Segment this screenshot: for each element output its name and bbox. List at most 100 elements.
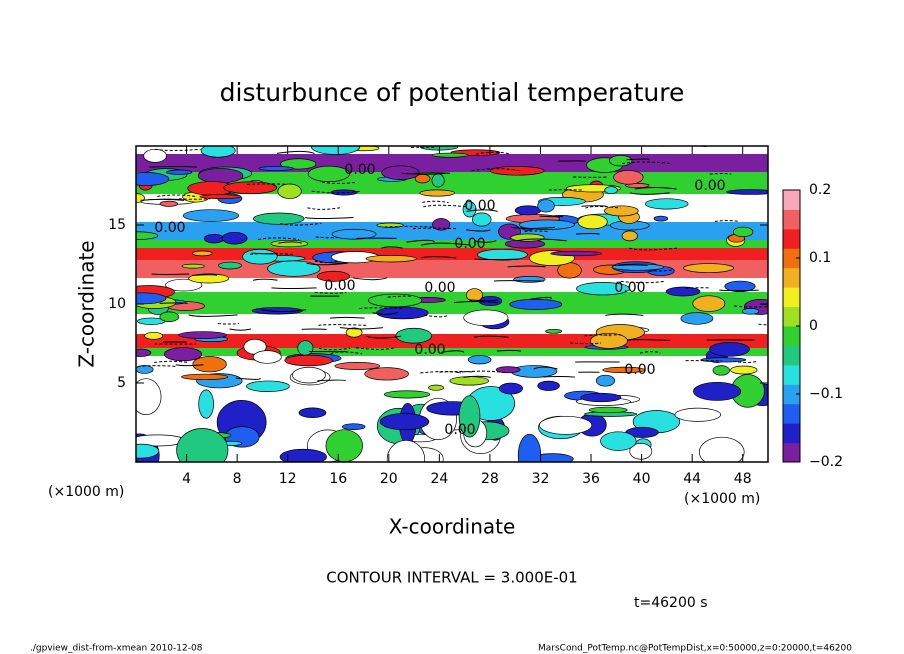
field-blob [242,248,278,265]
field-blob [431,173,445,188]
field-blob [165,278,203,292]
footer-right: MarsCond_PotTemp.nc@PotTempDist,x=0:5000… [538,644,852,654]
field-blob [613,170,644,185]
field-blob [588,406,628,414]
field-blob [197,168,244,184]
colorbar-band [783,287,800,308]
field-blob [181,373,229,381]
contour-line [406,239,435,243]
contour-line [466,209,498,212]
field-blob [580,392,622,403]
field-blob [365,255,417,263]
field-blob [203,233,225,244]
field-blob [200,146,236,158]
contour-line [381,246,403,249]
field-blob [604,186,618,195]
contour-field: 0.00 0.00 0.00 0.00 0.00 0.00 0.00 0.00 0.00 0.00… [136,146,768,462]
annotation: CONTOUR INTERVAL = 3.000E-01 [326,569,577,587]
contour-line [261,309,307,313]
contour-line [246,183,287,185]
field-blob [136,348,152,357]
y-tick-label: 15 [108,217,126,233]
field-blob [431,152,469,158]
contour-line [315,236,340,239]
contour-line [229,328,252,331]
field-blob [537,380,560,391]
colorbar-band [783,267,800,288]
contour-label: 0.00 [614,280,645,296]
contour-line [279,222,322,226]
colorbar-band [783,326,800,346]
contour-line [422,200,449,204]
colorbar-tick-label: 0 [809,318,818,334]
colorbar-band [783,442,800,463]
field-blob [277,183,302,199]
field-blob [364,367,409,381]
contour-line [157,194,196,197]
field-blob [316,270,350,282]
field-blob [730,365,758,375]
contour-label: 0.00 [154,220,185,236]
contour-line [539,215,564,218]
field-blob [386,439,426,462]
field-blob [741,308,760,315]
field-blob [246,380,290,392]
field-blob [191,250,213,257]
contour-line [714,220,740,222]
field-blob [136,172,170,186]
field-blob [176,428,229,462]
field-blob [700,357,747,363]
field-blob [143,148,167,163]
x-tick-label: 4 [182,471,191,487]
field-blob [428,384,445,391]
field-blob [514,205,542,216]
field-blob [136,378,162,415]
field-blob [608,155,633,167]
contour-line [473,335,509,338]
field-blob [182,209,239,222]
colorbar-band [783,190,800,210]
x-tick-label: 12 [279,471,297,487]
contour-line [307,207,341,210]
contour-line [453,300,499,304]
field-blob [166,169,193,175]
contour-line [620,280,665,284]
colorbar-band [783,403,800,424]
field-blob [692,295,726,312]
y-unit: (×1000 m) [48,484,124,500]
contour-line [258,237,300,241]
contour-line [626,158,650,161]
colorbar-band [783,384,800,405]
field-blob [181,263,205,269]
contour-line [542,376,575,378]
contour-line [629,247,678,251]
contour-line [318,347,351,351]
colorbar-band [783,209,800,230]
contour-line [188,314,238,317]
contour-line [339,327,383,330]
contour-line [421,256,457,259]
contour-line [421,242,472,246]
contour-line [311,190,362,194]
field-blob [653,215,669,222]
x-tick-label: 8 [233,471,242,487]
contour-line [387,295,412,298]
contour-line [372,312,398,315]
contour-line [605,313,644,316]
contour-line [329,316,365,319]
field-blob [432,218,451,231]
field-blob [251,307,303,315]
contour-line [648,269,673,272]
field-blob [602,366,646,374]
field-blob [517,433,542,462]
contour-line [516,238,567,242]
colorbar-band [783,306,800,327]
field-blob [665,286,701,297]
contour-line [733,360,759,363]
field-blob [379,413,430,431]
contour-line [276,150,315,154]
field-blob [537,199,555,213]
x-tick-label: 20 [380,471,398,487]
contour-line [507,265,546,268]
